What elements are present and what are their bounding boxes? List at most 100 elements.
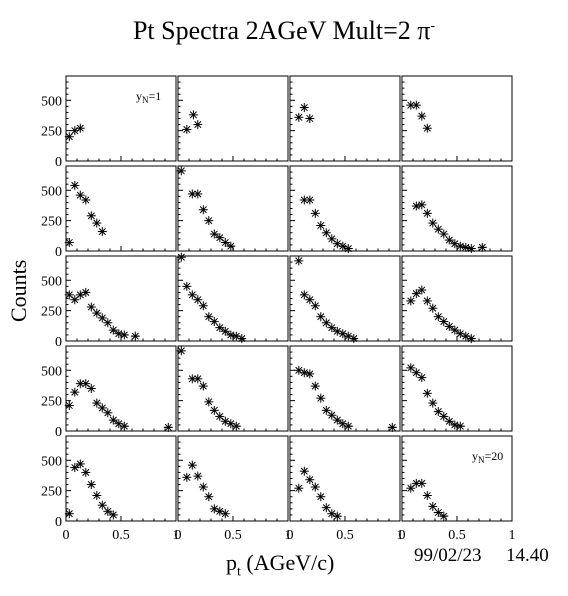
x-tick-label: 1	[397, 528, 404, 543]
data-point	[433, 508, 443, 517]
x-tick-label: 0	[63, 528, 70, 543]
x-tick-label: 0.5	[112, 528, 130, 543]
data-point	[428, 398, 438, 408]
x-axis-label: pt (AGeV/c)	[226, 550, 334, 580]
data-point	[103, 506, 113, 516]
data-point	[444, 416, 454, 426]
title-charge: -	[430, 18, 436, 34]
data-point	[316, 221, 326, 230]
data-point	[411, 289, 421, 299]
data-point	[187, 374, 197, 384]
data-point	[321, 503, 331, 513]
data-point	[81, 287, 91, 297]
title-particle: π	[417, 16, 431, 45]
data-point	[75, 190, 85, 200]
x-tick-label: 0.5	[448, 528, 466, 543]
data-point	[81, 195, 91, 205]
panel-annotation: yN=20	[472, 449, 503, 465]
data-point	[92, 218, 102, 228]
data-point	[215, 506, 225, 516]
data-point	[220, 509, 230, 519]
y-tick-label: 500	[41, 274, 62, 289]
data-point	[422, 123, 432, 133]
data-point	[310, 208, 320, 218]
panel-frame	[65, 165, 177, 252]
y-tick-label: 250	[41, 215, 62, 230]
data-point	[108, 415, 118, 425]
data-point	[97, 227, 107, 237]
data-point	[305, 114, 315, 123]
data-point	[220, 326, 230, 336]
panel-frame	[65, 345, 177, 432]
data-point	[114, 329, 124, 339]
data-point	[428, 218, 438, 228]
data-point	[70, 387, 80, 397]
data-point	[176, 346, 186, 356]
y-tick-label: 0	[55, 335, 62, 350]
data-point	[92, 491, 102, 500]
panel-frame	[65, 255, 177, 342]
data-point	[198, 301, 208, 311]
data-point	[193, 189, 203, 199]
x-tick-label: 0	[287, 528, 294, 543]
data-point	[198, 381, 208, 391]
data-point	[64, 238, 74, 247]
data-point	[305, 195, 315, 205]
data-point	[204, 216, 214, 226]
y-tick-label: 250	[41, 305, 62, 320]
data-point	[316, 312, 326, 322]
data-point	[422, 208, 432, 218]
data-point	[299, 466, 309, 476]
data-point	[64, 509, 74, 519]
data-point	[411, 201, 421, 211]
y-tick-label: 0	[55, 155, 62, 170]
x-tick-label: 1	[509, 528, 516, 543]
panel-frame	[289, 165, 401, 252]
data-point	[294, 112, 304, 122]
data-point	[411, 100, 421, 110]
data-point	[417, 478, 427, 488]
data-point	[187, 460, 197, 470]
data-point	[64, 132, 74, 142]
data-point	[294, 256, 304, 266]
data-point	[422, 388, 432, 398]
data-point	[294, 483, 304, 493]
data-point	[428, 303, 438, 313]
data-point	[193, 120, 203, 130]
panel-frame	[401, 75, 513, 162]
y-tick-label: 250	[41, 125, 62, 140]
date-stamp: 99/02/23	[414, 545, 482, 566]
data-point	[198, 205, 208, 215]
data-point	[86, 384, 96, 393]
data-point	[204, 397, 214, 407]
panel-frame	[289, 255, 401, 342]
data-point	[75, 379, 85, 389]
data-point	[209, 317, 219, 327]
data-point	[417, 111, 427, 121]
x-tick-label: 0.5	[224, 528, 242, 543]
data-point	[103, 318, 113, 328]
data-point	[75, 123, 85, 133]
panel-frame	[401, 345, 513, 432]
data-point	[215, 323, 225, 333]
x-axis-label-sub: t	[237, 564, 241, 580]
data-point	[75, 459, 85, 469]
data-point	[305, 475, 315, 485]
panel-frame	[177, 75, 289, 162]
y-tick-label: 500	[41, 184, 62, 199]
data-point	[310, 301, 320, 311]
x-tick-label: 0	[399, 528, 406, 543]
data-point	[187, 189, 197, 199]
data-point	[332, 415, 342, 425]
chart-title: Pt Spectra 2AGeV Mult=2 π-	[0, 16, 568, 46]
panel-frame	[177, 255, 289, 342]
data-point	[310, 381, 320, 391]
panel-frame	[65, 435, 177, 522]
data-point	[406, 296, 416, 306]
data-point	[182, 124, 192, 134]
data-point	[188, 110, 198, 120]
data-point	[316, 492, 326, 502]
data-point	[176, 252, 186, 262]
data-point	[103, 408, 113, 418]
x-tick-label: 1	[285, 528, 292, 543]
